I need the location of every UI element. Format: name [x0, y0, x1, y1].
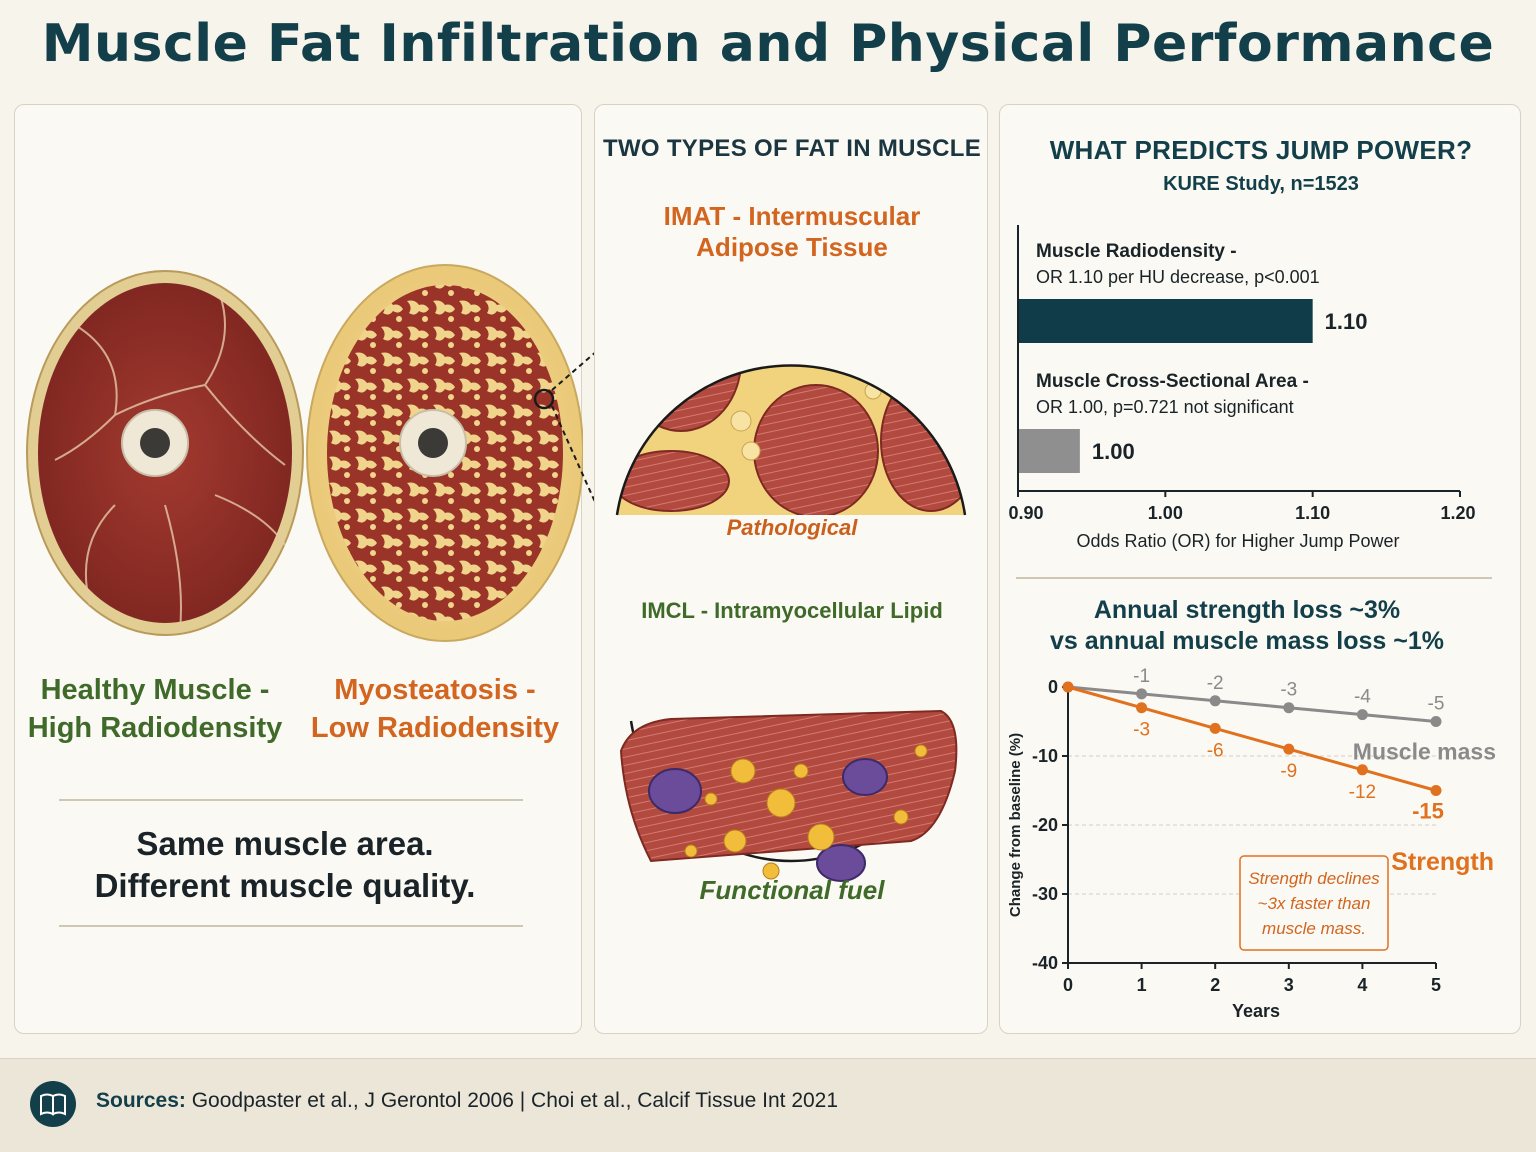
callout-text: Strength declines [1248, 869, 1380, 888]
bar-description-label: OR 1.00, p=0.721 not significant [1036, 397, 1294, 417]
data-point [1356, 709, 1368, 721]
healthy-muscle-label: Healthy Muscle - [40, 674, 270, 706]
bar [1018, 429, 1080, 473]
x-tick-label: 0.90 [1008, 503, 1043, 523]
myosteatosis-label: Myosteatosis - [334, 674, 536, 706]
x-tick-label: 1 [1137, 975, 1147, 995]
myosteatosis-muscle-image [306, 264, 583, 642]
data-label: -9 [1280, 761, 1297, 782]
callout-box [1239, 855, 1389, 951]
x-tick-label: 1.00 [1148, 503, 1183, 523]
y-axis-label: Change from baseline (%) [1007, 733, 1024, 917]
x-tick-label: 2 [1210, 975, 1220, 995]
quality-line-1: Same muscle area. [136, 825, 434, 862]
predictors-subheading: KURE Study, n=1523 [1163, 173, 1359, 195]
series-name-label: Muscle mass [1353, 738, 1496, 764]
fat-types-panel: TWO TYPES OF FAT IN MUSCLE IMAT - Interm… [594, 104, 988, 1034]
imat-caption: Pathological [726, 515, 858, 540]
muscle-cross-sections [26, 264, 583, 642]
bar-description-label: OR 1.10 per HU decrease, p<0.001 [1036, 267, 1320, 287]
series-line-muscle-mass [1067, 685, 1437, 723]
cross-section-panel: Healthy Muscle - High Radiodensity Myost… [14, 104, 583, 1034]
callout-text: ~3x faster than [1258, 894, 1371, 913]
bar [1018, 299, 1313, 343]
divider [59, 799, 523, 801]
divider [59, 925, 523, 927]
quality-line-2: Different muscle quality. [94, 867, 476, 904]
x-tick-label: 4 [1357, 975, 1367, 995]
data-point [1283, 743, 1295, 755]
data-point [1283, 702, 1295, 714]
data-label: -2 [1207, 673, 1224, 694]
callout-text: muscle mass. [1262, 919, 1366, 938]
data-label: -5 [1428, 694, 1445, 715]
data-label: -3 [1133, 720, 1150, 741]
healthy-muscle-image [26, 270, 304, 636]
data-label: -12 [1349, 782, 1376, 803]
y-tick-label: -40 [1032, 953, 1058, 973]
data-point [1209, 695, 1221, 707]
data-point [1209, 722, 1221, 734]
sources-text: Goodpaster et al., J Gerontol 2006 | Cho… [191, 1089, 839, 1112]
divider [1016, 577, 1492, 579]
x-axis-label: Years [1232, 1001, 1280, 1021]
predictors-heading: WHAT PREDICTS JUMP POWER? [1049, 135, 1473, 165]
fat-types-illustration [615, 364, 967, 882]
data-label: -4 [1354, 687, 1371, 708]
series-line-strength [1067, 685, 1437, 792]
line-chart-title-1: Annual strength loss ~3% [1093, 596, 1401, 624]
data-label: -15 [1412, 799, 1444, 824]
book-icon [30, 1081, 76, 1127]
data-point [1356, 764, 1368, 776]
bar-value-label: 1.00 [1092, 439, 1135, 464]
series-name-label: Strength [1391, 848, 1494, 876]
fat-types-heading: TWO TYPES OF FAT IN MUSCLE [602, 135, 982, 162]
data-label: -6 [1207, 740, 1224, 761]
x-tick-label: 3 [1284, 975, 1294, 995]
bar-category-label: Muscle Radiodensity - [1036, 241, 1237, 262]
data-point [1062, 681, 1074, 693]
sources-footer: Sources: Goodpaster et al., J Gerontol 2… [0, 1058, 1536, 1152]
imat-illustration [617, 365, 965, 515]
odds-ratio-bar-chart: Muscle Radiodensity - OR 1.10 per HU decr… [1008, 225, 1476, 551]
predictors-panel: WHAT PREDICTS JUMP POWER? KURE Study, n=… [999, 104, 1521, 1034]
x-axis-label: Odds Ratio (OR) for Higher Jump Power [1076, 531, 1399, 551]
data-point [1136, 702, 1148, 714]
imcl-heading: IMCL - Intramyocellular Lipid [641, 598, 943, 623]
y-tick-label: -30 [1032, 884, 1058, 904]
imat-heading-line-1: IMAT - Intermuscular [663, 201, 921, 231]
data-point [1136, 688, 1148, 700]
y-tick-label: -20 [1032, 815, 1058, 835]
data-point [1430, 716, 1442, 727]
page-title: Muscle Fat Infiltration and Physical Per… [41, 14, 1495, 74]
y-tick-label: 0 [1048, 677, 1058, 697]
y-tick-label: -10 [1032, 746, 1058, 766]
imcl-illustration [619, 709, 958, 882]
line-chart-title-2: vs annual muscle mass loss ~1% [1050, 627, 1444, 655]
bar-category-label: Muscle Cross-Sectional Area - [1036, 371, 1309, 392]
imat-heading-line-2: Adipose Tissue [696, 232, 888, 262]
healthy-radiodensity-label: High Radiodensity [27, 712, 283, 744]
bar-value-label: 1.10 [1325, 309, 1368, 334]
x-tick-label: 1.20 [1440, 503, 1475, 523]
x-tick-label: 1.10 [1295, 503, 1330, 523]
imcl-caption: Functional fuel [699, 875, 885, 905]
myosteatosis-radiodensity-label: Low Radiodensity [310, 712, 560, 744]
sources-label: Sources: [96, 1089, 186, 1112]
data-label: -3 [1280, 680, 1297, 701]
data-label: -1 [1133, 666, 1150, 687]
data-point [1430, 785, 1442, 796]
x-tick-label: 0 [1063, 975, 1073, 995]
x-tick-label: 5 [1431, 975, 1441, 995]
